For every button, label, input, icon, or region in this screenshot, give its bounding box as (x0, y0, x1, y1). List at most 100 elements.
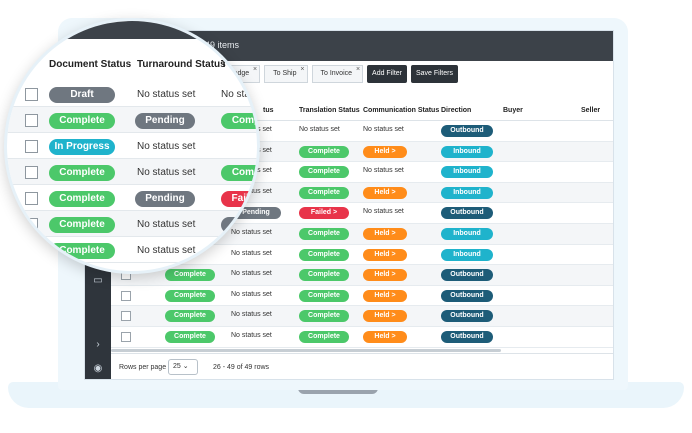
col-status-partial: tus (263, 107, 274, 114)
top-bar: s 49 items (7, 21, 257, 39)
filter-chip[interactable]: To Invoice × (311, 65, 364, 83)
user-icon[interactable]: ◉ (93, 363, 103, 374)
row-checkbox[interactable] (25, 140, 38, 153)
table-row[interactable]: Complete No status set Comp (7, 159, 257, 185)
turn-status-text: No status set (231, 249, 272, 257)
turn-status-text: No status set (231, 311, 272, 319)
document-status-badge: Complete (49, 165, 115, 181)
document-status-badge: Complete (49, 191, 115, 207)
trans-status-badge: Complete (299, 330, 349, 343)
col-turnaround-status[interactable]: Turnaround Status (137, 59, 226, 70)
comm-status-text: No status set (363, 167, 404, 175)
filter-chip-label: ledge (232, 70, 250, 77)
comm-status-badge[interactable]: Held > (363, 145, 407, 158)
table-row[interactable]: Complete Pending Failed (7, 185, 257, 211)
truncated-status: No sta (221, 89, 250, 100)
filter-chip[interactable]: To Ship × (264, 65, 308, 83)
doc-status-badge: Complete (165, 289, 215, 302)
turnaround-status-badge: Pending (135, 191, 195, 207)
dir-status-badge: Inbound (441, 248, 493, 261)
table-row[interactable]: Draft No status set No sta (7, 81, 257, 107)
table-row[interactable]: Complete No status set (7, 237, 257, 263)
trans-status-badge: Complete (299, 227, 349, 240)
save-filters-button[interactable]: Save Filters (411, 65, 458, 83)
row-checkbox[interactable] (25, 88, 38, 101)
row-checkbox[interactable] (25, 166, 38, 179)
row-checkbox[interactable] (121, 311, 131, 322)
turnaround-status-badge: No status set (137, 141, 196, 152)
dir-status-badge: Inbound (441, 186, 493, 199)
document-status-badge: In Progress (49, 139, 115, 155)
dir-status-badge: Inbound (441, 227, 493, 240)
turn-status-text: No status set (231, 331, 272, 339)
ticket-icon[interactable]: ▭ (93, 275, 103, 286)
row-checkbox[interactable] (25, 114, 38, 127)
comm-status-badge[interactable]: Held > (363, 269, 407, 282)
trans-status-badge: Complete (299, 145, 349, 158)
horizontal-scrollbar[interactable] (111, 349, 501, 352)
row-checkbox[interactable] (121, 331, 131, 342)
dir-status-badge: Outbound (441, 330, 493, 343)
trans-status-badge: Complete (299, 269, 349, 282)
close-icon[interactable]: × (355, 66, 361, 73)
col-direction[interactable]: Direction (441, 107, 472, 114)
document-status-badge: Complete (49, 243, 115, 259)
table-row[interactable]: No status set Complete Held > Inbound (111, 245, 613, 266)
turn-status-text: No status set (231, 290, 272, 298)
table-row[interactable]: Complete No status set Complete Held > Outbo… (111, 327, 613, 348)
comm-status-text: No status set (363, 208, 404, 216)
comm-status-badge[interactable]: Held > (363, 289, 407, 302)
document-status-badge: Complete (49, 217, 115, 233)
turnaround-status-badge: Pending (135, 113, 195, 129)
filter-bar: ledge × To Ship × To Invoice × Add Filter S… (223, 65, 458, 83)
doc-status-badge: Complete (165, 330, 215, 343)
dir-status-badge: Inbound (441, 166, 493, 179)
table-row[interactable]: Complete No status set Complete Held > Outbo… (111, 306, 613, 327)
trans-status-text: No status set (299, 126, 340, 133)
magnifier-lens: s 49 items Document Status Turnaround St… (4, 18, 260, 274)
dir-status-badge: Outbound (441, 289, 493, 302)
truncated-status: ng (221, 217, 257, 233)
col-document-status[interactable]: Document Status (49, 59, 132, 70)
trans-status-badge: Complete (299, 166, 349, 179)
truncated-status: Comp (221, 165, 257, 181)
dir-status-badge: Outbound (441, 207, 493, 220)
comm-status-badge[interactable]: Held > (363, 330, 407, 343)
col-buyer[interactable]: Buyer (503, 107, 523, 114)
row-checkbox[interactable] (25, 218, 38, 231)
document-status-badge: Complete (49, 113, 115, 129)
table-row[interactable]: Complete No status set Complete Held > Outbo… (111, 286, 613, 307)
dir-status-badge: Outbound (441, 125, 493, 137)
close-icon[interactable]: × (300, 66, 305, 73)
col-seller[interactable]: Seller (581, 107, 601, 114)
comm-status-text: No status set (363, 126, 404, 133)
comm-status-badge[interactable]: Held > (363, 310, 407, 323)
comm-status-badge[interactable]: Held > (363, 227, 407, 240)
row-checkbox[interactable] (25, 192, 38, 205)
row-checkbox[interactable] (25, 244, 38, 257)
table-row[interactable]: Complete No status set Complete Held > Outbo… (111, 265, 613, 286)
close-icon[interactable]: × (253, 66, 258, 73)
doc-status-badge: Complete (165, 269, 215, 282)
trans-status-badge: Complete (299, 248, 349, 261)
dir-status-badge: Outbound (441, 269, 493, 282)
table-row[interactable]: Complete No status set ng (7, 211, 257, 237)
rows-per-page-select[interactable]: 25 ⌄ (168, 359, 198, 375)
table-row[interactable]: Complete Pending Comp (7, 107, 257, 133)
data-table: tus Translation Status Communication Sta… (111, 101, 613, 348)
col-translation-status[interactable]: Translation Status (299, 107, 360, 114)
document-status-badge: Draft (49, 87, 115, 103)
comm-status-badge[interactable]: Held > (363, 186, 407, 199)
filter-chip-label: To Invoice (320, 70, 353, 77)
item-count: 49 items (205, 40, 240, 50)
add-filter-button[interactable]: Add Filter (367, 65, 407, 83)
laptop-notch (298, 388, 378, 394)
row-checkbox[interactable] (121, 290, 131, 301)
chevron-right-icon[interactable]: › (96, 339, 100, 350)
col-communication-status[interactable]: Communication Status (363, 107, 440, 114)
turnaround-status-badge: No status set (137, 245, 196, 256)
comm-status-badge[interactable]: Held > (363, 248, 407, 261)
table-row[interactable]: In Progress No status set (7, 133, 257, 159)
trans-status-badge[interactable]: Failed > (299, 207, 349, 220)
